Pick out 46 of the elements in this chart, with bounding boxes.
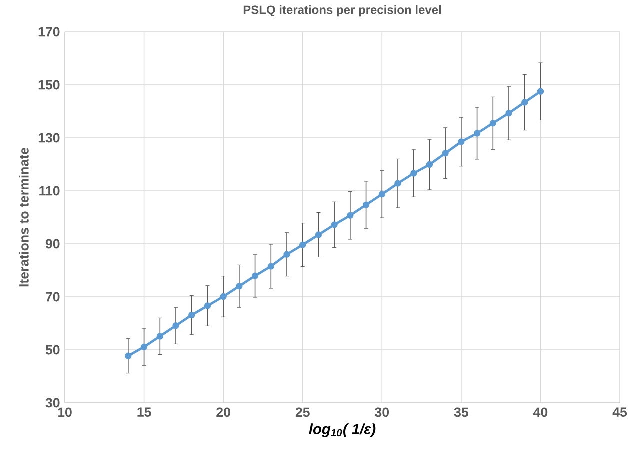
- point: [300, 242, 306, 248]
- point: [506, 110, 512, 117]
- x-tick-label: 40: [534, 408, 548, 418]
- point: [204, 302, 212, 310]
- point: [284, 251, 290, 258]
- point: [331, 222, 338, 228]
- point: [236, 283, 243, 290]
- y-tick-label: 130: [38, 133, 60, 143]
- x-tick-label: 15: [138, 408, 152, 418]
- y-axis-title: Iterations to terminate: [19, 148, 29, 287]
- point: [522, 99, 528, 106]
- point: [426, 161, 434, 168]
- point: [347, 212, 354, 219]
- point: [188, 312, 196, 319]
- point: [474, 130, 481, 137]
- x-tick-label: 20: [216, 408, 230, 418]
- x-tick-label: 25: [296, 408, 310, 418]
- x-tick-label: 35: [454, 408, 468, 418]
- y-tick-label: 90: [46, 239, 60, 249]
- y-tick-label: 70: [46, 292, 60, 302]
- x-tick-label: 45: [612, 408, 628, 418]
- point: [490, 120, 496, 127]
- point: [268, 263, 274, 270]
- point: [220, 293, 227, 300]
- point: [315, 232, 322, 238]
- y-tick-label: 30: [46, 398, 60, 408]
- point: [442, 150, 449, 157]
- y-tick-label: 150: [38, 80, 60, 90]
- point: [378, 191, 386, 198]
- y-tick-label: 170: [38, 27, 60, 37]
- point: [156, 333, 164, 340]
- point: [125, 352, 132, 360]
- chart-title: PSLQ iterations per precision level: [244, 5, 442, 17]
- point: [252, 272, 259, 280]
- y-tick-label: 50: [46, 345, 60, 355]
- x-tick-label: 10: [58, 408, 72, 418]
- x-tick-label: 30: [375, 408, 390, 418]
- point: [458, 138, 465, 146]
- point: [172, 322, 180, 330]
- point: [394, 180, 402, 187]
- y-tick-label: 110: [40, 186, 60, 196]
- point: [410, 170, 418, 177]
- point: [362, 202, 370, 208]
- point: [140, 344, 148, 350]
- x-axis-title: log$_{10}$( 1/ε): [309, 424, 376, 438]
- point: [537, 88, 544, 95]
